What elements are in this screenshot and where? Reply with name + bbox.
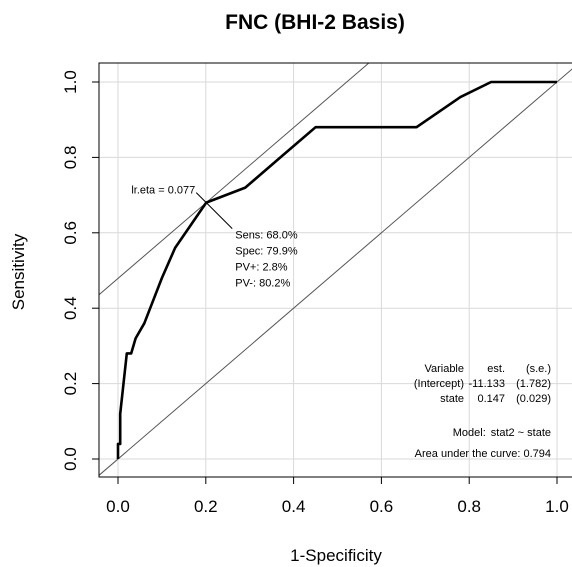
x-tick-label-0: 0.0 bbox=[106, 497, 130, 516]
model-table-cell-0-1: -11.133 bbox=[469, 378, 506, 390]
roc-series bbox=[116, 80, 557, 459]
x-axis-ticks: 0.0 0.2 0.4 0.6 0.8 1.0 bbox=[106, 477, 569, 516]
optimal-stat-1: Spec: 79.9% bbox=[235, 246, 298, 258]
model-label: Model: bbox=[453, 427, 486, 439]
model-table-cell-1-1: 0.147 bbox=[477, 393, 505, 405]
x-axis-label: 1-Specificity bbox=[290, 546, 382, 565]
y-axis-label: Sensitivity bbox=[9, 233, 28, 310]
y-tick-label-2: 0.4 bbox=[61, 296, 80, 320]
y-tick-label-1: 0.2 bbox=[61, 372, 80, 396]
model-table-cell-0-2: (1.782) bbox=[516, 378, 551, 390]
auc-text: Area under the curve: 0.794 bbox=[415, 448, 551, 460]
model-table-cell-1-0: state bbox=[440, 393, 464, 405]
optimal-cutoff: lr.eta = 0.077 Sens: 68.0% Spec: 79.9% PV+:… bbox=[131, 185, 298, 290]
x-tick-label-2: 0.4 bbox=[282, 497, 306, 516]
x-tick-label-1: 0.2 bbox=[194, 497, 218, 516]
y-tick-label-4: 0.8 bbox=[61, 146, 80, 170]
model-formula: stat2 ~ state bbox=[491, 427, 551, 439]
y-tick-label-5: 1.0 bbox=[61, 70, 80, 94]
optimal-cutoff-label: lr.eta = 0.077 bbox=[131, 185, 195, 197]
y-axis-ticks: 0.0 0.2 0.4 0.6 0.8 1.0 bbox=[61, 70, 99, 471]
optimal-leader-line bbox=[195, 192, 233, 229]
reference-line-1 bbox=[98, 62, 370, 296]
model-text: Model: stat2 ~ state bbox=[453, 427, 551, 439]
chart-title: FNC (BHI-2 Basis) bbox=[225, 11, 405, 34]
x-tick-label-4: 0.8 bbox=[457, 497, 481, 516]
optimal-stat-3: PV-: 80.2% bbox=[235, 278, 290, 290]
x-tick-label-3: 0.6 bbox=[370, 497, 394, 516]
reference-lines bbox=[98, 62, 572, 476]
auc-value: 0.794 bbox=[523, 448, 551, 460]
y-tick-label-0: 0.0 bbox=[61, 447, 80, 471]
grid bbox=[99, 63, 572, 477]
optimal-stat-0: Sens: 68.0% bbox=[235, 230, 298, 242]
x-tick-label-5: 1.0 bbox=[545, 497, 569, 516]
model-table-header-1: est. bbox=[487, 363, 505, 375]
roc-curve-0 bbox=[116, 80, 557, 459]
model-table-cell-0-0: (Intercept) bbox=[414, 378, 464, 390]
model-table-header-2: (s.e.) bbox=[526, 363, 551, 375]
model-table-cell-1-2: (0.029) bbox=[516, 393, 551, 405]
auc-label: Area under the curve: bbox=[415, 448, 521, 460]
reference-line-0 bbox=[98, 68, 572, 476]
model-table: Variable est. (s.e.) (Intercept) -11.133 (1.7… bbox=[414, 363, 551, 405]
model-table-header-0: Variable bbox=[424, 363, 464, 375]
plot-frame bbox=[98, 62, 572, 478]
y-tick-label-3: 0.6 bbox=[61, 221, 80, 245]
optimal-stat-2: PV+: 2.8% bbox=[235, 262, 288, 274]
